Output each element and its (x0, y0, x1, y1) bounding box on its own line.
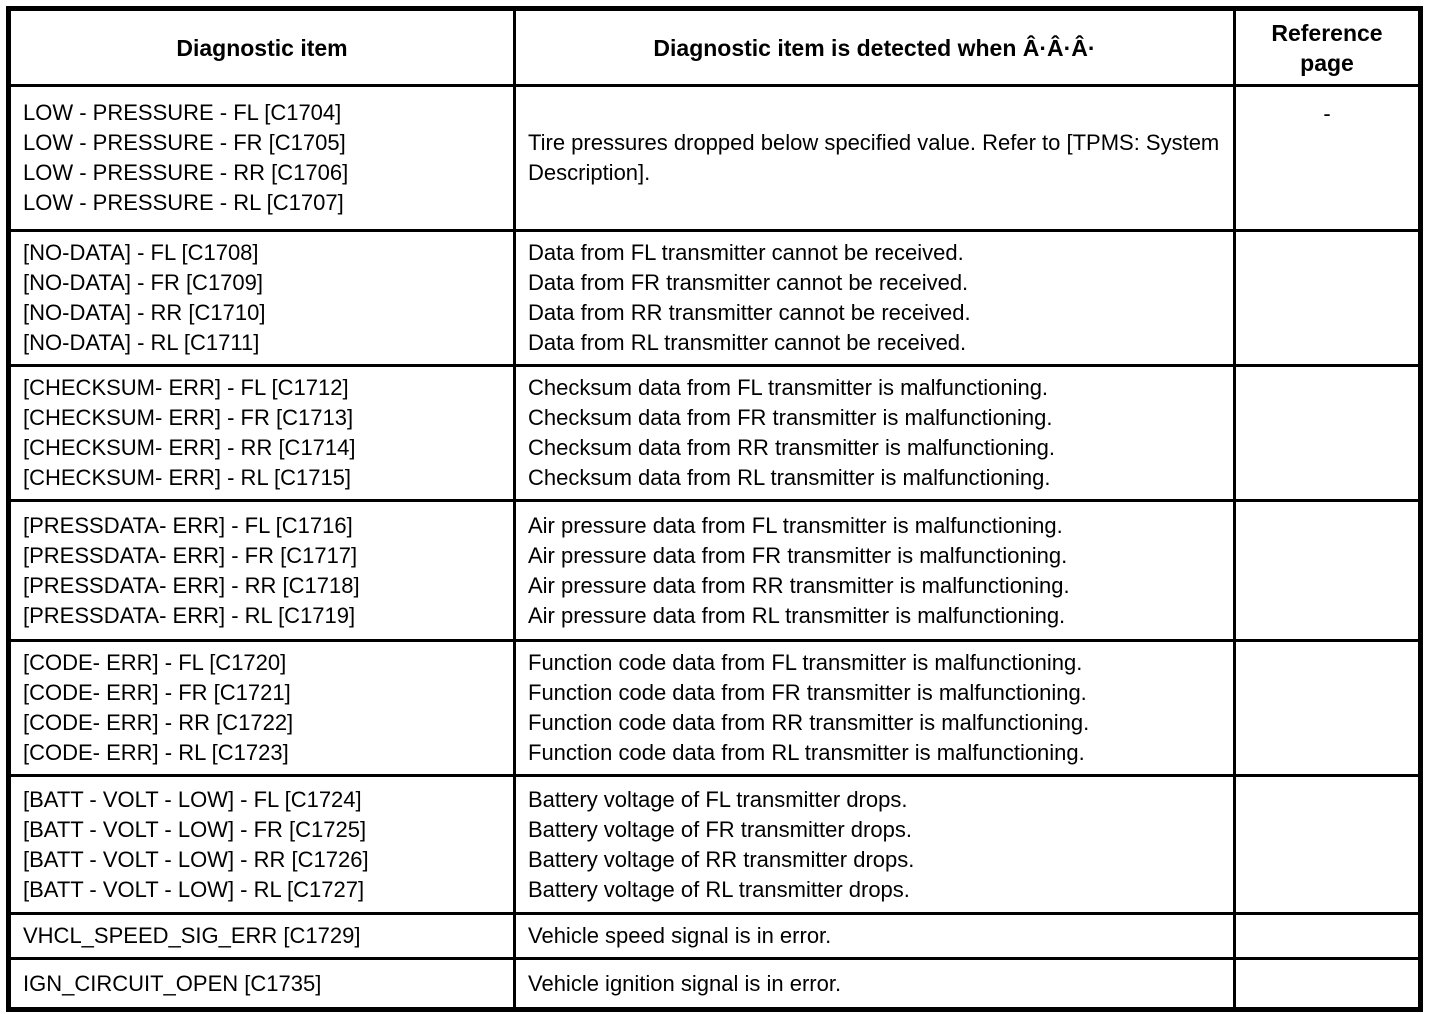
diagnostic-item-cell: [CHECKSUM- ERR] - FL [C1712] [CHECKSUM- … (7, 364, 516, 502)
diagnostic-item-line: [NO-DATA] - RL [C1711] (23, 330, 260, 355)
detected-when-line: Vehicle ignition signal is in error. (528, 970, 842, 996)
diagnostic-item-line: [NO-DATA] - RR [C1710] (23, 300, 266, 325)
detected-when-cell: Tire pressures dropped below specified v… (513, 84, 1236, 232)
diagnostic-item-line: [NO-DATA] - FL [C1708] (23, 240, 259, 265)
diagnostic-item-cell: LOW - PRESSURE - FL [C1704] LOW - PRESSU… (7, 84, 516, 232)
diagnostic-item-line: [CODE- ERR] - FR [C1721] (23, 680, 291, 705)
diagnostic-item-line: [BATT - VOLT - LOW] - FR [C1725] (23, 816, 367, 842)
header-row: Diagnostic item Diagnostic item is detec… (7, 7, 1422, 87)
detected-when-text: Tire pressures dropped below specified v… (528, 130, 1220, 185)
detected-when-cell: Function code data from FL transmitter i… (513, 639, 1236, 777)
detected-when-line: Air pressure data from RR transmitter is… (528, 572, 1070, 598)
table-row: VHCL_SPEED_SIG_ERR [C1729] Vehicle speed… (7, 912, 1422, 960)
diagnostic-item-cell: [PRESSDATA- ERR] - FL [C1716] [PRESSDATA… (7, 499, 516, 642)
table-row: LOW - PRESSURE - FL [C1704] LOW - PRESSU… (7, 84, 1422, 232)
diagnostic-item-line: [CODE- ERR] - FL [C1720] (23, 650, 287, 675)
detected-when-line: Checksum data from FL transmitter is mal… (528, 375, 1049, 400)
detected-when-line: Checksum data from RL transmitter is mal… (528, 465, 1051, 490)
detected-when-line: Vehicle speed signal is in error. (528, 923, 832, 948)
detected-when-cell: Vehicle speed signal is in error. (513, 912, 1236, 960)
detected-when-line: Function code data from FR transmitter i… (528, 680, 1087, 705)
diagnostic-item-line: [CHECKSUM- ERR] - FL [C1712] (23, 375, 349, 400)
diagnostic-item-line: [BATT - VOLT - LOW] - RL [C1727] (23, 876, 365, 902)
diagnostic-item-line: [PRESSDATA- ERR] - RR [C1718] (23, 572, 360, 598)
table-row: [CODE- ERR] - FL [C1720] [CODE- ERR] - F… (7, 639, 1422, 777)
diagnostic-item-cell: VHCL_SPEED_SIG_ERR [C1729] (7, 912, 516, 960)
table-row: [PRESSDATA- ERR] - FL [C1716] [PRESSDATA… (7, 499, 1422, 642)
reference-page-cell (1233, 774, 1422, 915)
diagnostic-item-line: LOW - PRESSURE - RR [C1706] (23, 160, 349, 185)
detected-when-line: Checksum data from FR transmitter is mal… (528, 405, 1053, 430)
diagnostic-item-line: [CODE- ERR] - RR [C1722] (23, 710, 294, 735)
diagnostic-item-line: VHCL_SPEED_SIG_ERR [C1729] (23, 923, 361, 948)
detected-when-cell: Air pressure data from FL transmitter is… (513, 499, 1236, 642)
detected-when-cell: Checksum data from FL transmitter is mal… (513, 364, 1236, 502)
column-header-diagnostic-item: Diagnostic item (7, 7, 516, 87)
diagnostic-item-line: [CODE- ERR] - RL [C1723] (23, 740, 289, 765)
diagnostic-item-cell: [NO-DATA] - FL [C1708] [NO-DATA] - FR [C… (7, 229, 516, 367)
table-row: IGN_CIRCUIT_OPEN [C1735] Vehicle ignitio… (7, 957, 1422, 1011)
diagnostic-item-line: [BATT - VOLT - LOW] - RR [C1726] (23, 846, 369, 872)
diagnostic-item-cell: [BATT - VOLT - LOW] - FL [C1724] [BATT -… (7, 774, 516, 915)
diagnostic-item-cell: IGN_CIRCUIT_OPEN [C1735] (7, 957, 516, 1011)
detected-when-line: Data from RL transmitter cannot be recei… (528, 330, 967, 355)
detected-when-line: Function code data from RL transmitter i… (528, 740, 1085, 765)
detected-when-line: Battery voltage of RR transmitter drops. (528, 846, 915, 872)
detected-when-line: Data from FR transmitter cannot be recei… (528, 270, 969, 295)
reference-page-cell (1233, 957, 1422, 1011)
detected-when-cell: Battery voltage of FL transmitter drops.… (513, 774, 1236, 915)
diagnostic-item-line: [PRESSDATA- ERR] - RL [C1719] (23, 602, 356, 628)
detected-when-line: Battery voltage of RL transmitter drops. (528, 876, 910, 902)
column-header-reference-page: Reference page (1233, 7, 1422, 87)
diagnostic-item-line: LOW - PRESSURE - RL [C1707] (23, 190, 344, 215)
diagnostic-item-line: [CHECKSUM- ERR] - FR [C1713] (23, 405, 354, 430)
reference-page-cell (1233, 912, 1422, 960)
detected-when-line: Data from FL transmitter cannot be recei… (528, 240, 964, 265)
reference-page-cell (1233, 229, 1422, 367)
table-row: [BATT - VOLT - LOW] - FL [C1724] [BATT -… (7, 774, 1422, 915)
diagnostic-item-line: [PRESSDATA- ERR] - FR [C1717] (23, 542, 358, 568)
detected-when-line: Air pressure data from FL transmitter is… (528, 512, 1063, 538)
diagnostic-item-line: IGN_CIRCUIT_OPEN [C1735] (23, 970, 322, 996)
reference-page-cell (1233, 364, 1422, 502)
diagnostic-item-line: [CHECKSUM- ERR] - RR [C1714] (23, 435, 356, 460)
detected-when-line: Battery voltage of FR transmitter drops. (528, 816, 912, 842)
diagnostic-item-line: [BATT - VOLT - LOW] - FL [C1724] (23, 786, 362, 812)
diagnostic-item-line: LOW - PRESSURE - FL [C1704] (23, 100, 342, 125)
table-row: [CHECKSUM- ERR] - FL [C1712] [CHECKSUM- … (7, 364, 1422, 502)
detected-when-line: Function code data from RR transmitter i… (528, 710, 1090, 735)
diagnostic-item-line: [CHECKSUM- ERR] - RL [C1715] (23, 465, 352, 490)
detected-when-cell: Vehicle ignition signal is in error. (513, 957, 1236, 1011)
reference-page-cell: - (1233, 84, 1422, 232)
detected-when-line: Function code data from FL transmitter i… (528, 650, 1083, 675)
detected-when-line: Air pressure data from FR transmitter is… (528, 542, 1068, 568)
column-header-detected-when: Diagnostic item is detected when Â·Â·Â· (513, 7, 1236, 87)
table-row: [NO-DATA] - FL [C1708] [NO-DATA] - FR [C… (7, 229, 1422, 367)
diagnostic-item-line: LOW - PRESSURE - FR [C1705] (23, 130, 346, 155)
detected-when-cell: Data from FL transmitter cannot be recei… (513, 229, 1236, 367)
detected-when-line: Data from RR transmitter cannot be recei… (528, 300, 971, 325)
reference-page-cell (1233, 499, 1422, 642)
diagnostic-item-cell: [CODE- ERR] - FL [C1720] [CODE- ERR] - F… (7, 639, 516, 777)
reference-page-cell (1233, 639, 1422, 777)
detected-when-line: Battery voltage of FL transmitter drops. (528, 786, 908, 812)
diagnostic-table: Diagnostic item Diagnostic item is detec… (6, 6, 1423, 1012)
diagnostic-item-line: [PRESSDATA- ERR] - FL [C1716] (23, 512, 353, 538)
diagnostic-item-line: [NO-DATA] - FR [C1709] (23, 270, 264, 295)
detected-when-line: Checksum data from RR transmitter is mal… (528, 435, 1055, 460)
detected-when-line: Air pressure data from RL transmitter is… (528, 602, 1066, 628)
